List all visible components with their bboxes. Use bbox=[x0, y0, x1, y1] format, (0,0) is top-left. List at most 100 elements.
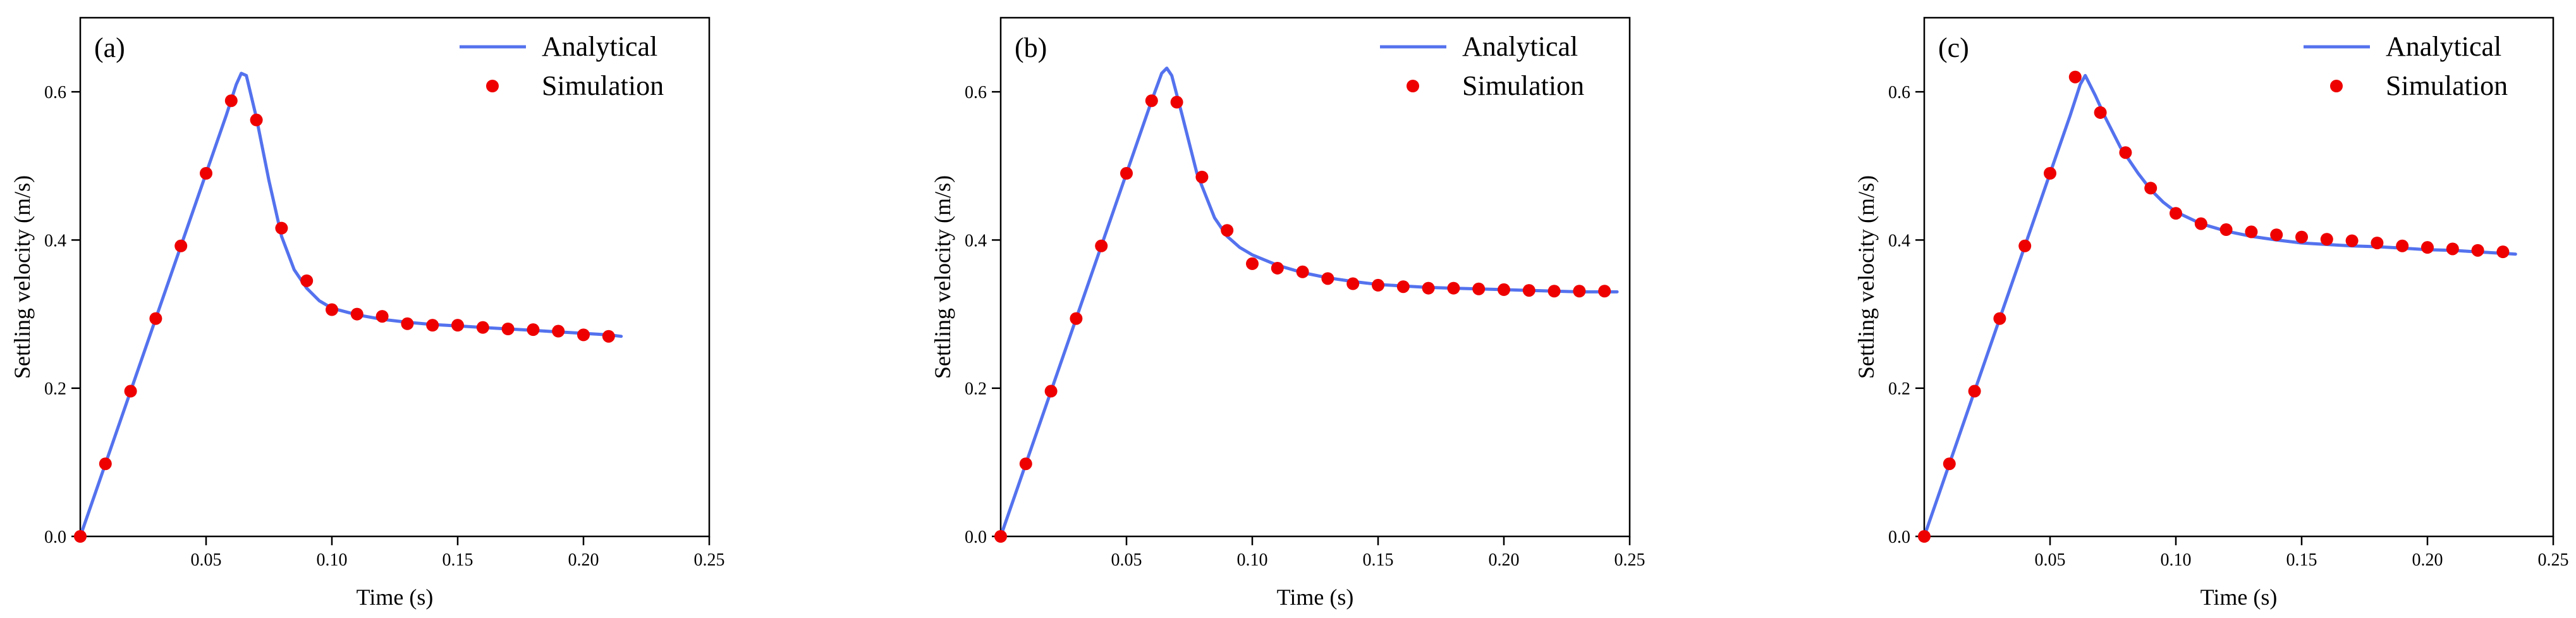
simulation-point bbox=[99, 457, 112, 471]
x-axis-title: Time (s) bbox=[1277, 584, 1354, 610]
simulation-point bbox=[124, 385, 137, 398]
simulation-point bbox=[149, 312, 162, 325]
y-tick-label: 0.2 bbox=[1888, 380, 1910, 399]
simulation-point bbox=[1498, 283, 1510, 296]
legend-entry-analytical: Analytical bbox=[1462, 31, 1578, 62]
chart-panel-2: 0.05 0.10 0.15 0.20 0.25 0.0 0.2 0.4 0.6 Time (s)… bbox=[930, 16, 1645, 610]
y-tick-label: 0.6 bbox=[44, 83, 66, 102]
plot-frame bbox=[1923, 16, 2555, 538]
simulation-point bbox=[74, 530, 87, 543]
y-tick-label: 0.0 bbox=[44, 528, 66, 547]
simulation-point bbox=[1547, 285, 1561, 298]
y-tick-label: 0.4 bbox=[44, 231, 66, 250]
x-tick-label: 0.05 bbox=[2035, 550, 2066, 570]
simulation-point bbox=[2018, 239, 2032, 252]
simulation-point bbox=[476, 321, 489, 334]
simulation-point bbox=[1019, 457, 1032, 471]
x-tick-label: 0.10 bbox=[2161, 550, 2192, 570]
legend-marker-swatch bbox=[1407, 80, 1419, 92]
simulation-point bbox=[2496, 245, 2510, 259]
panel-label: (b) bbox=[1015, 32, 1047, 63]
chart-panel-1: 0.05 0.10 0.15 0.20 0.25 0.0 0.2 0.4 0.6 Time (s)… bbox=[9, 16, 725, 610]
simulation-point bbox=[1044, 385, 1058, 398]
y-tick-label: 0.4 bbox=[965, 231, 987, 250]
simulation-point bbox=[326, 303, 338, 316]
analytical-line bbox=[999, 66, 1619, 538]
x-axis-title: Time (s) bbox=[357, 584, 434, 610]
y-tick-label: 0.0 bbox=[1888, 528, 1910, 547]
simulation-point bbox=[275, 221, 288, 235]
x-tick-label: 0.20 bbox=[568, 550, 599, 570]
simulation-point bbox=[1346, 277, 1360, 290]
simulation-point bbox=[1170, 96, 1183, 109]
legend-entry-analytical: Analytical bbox=[2386, 31, 2501, 62]
legend-marker-swatch bbox=[2330, 80, 2343, 92]
x-tick-label: 0.05 bbox=[1111, 550, 1142, 570]
simulation-point bbox=[2170, 207, 2182, 220]
simulation-point bbox=[1246, 257, 1259, 270]
simulation-point bbox=[2421, 241, 2434, 254]
legend-marker-swatch bbox=[486, 80, 499, 92]
simulation-point bbox=[602, 330, 615, 343]
simulation-point bbox=[2471, 244, 2484, 257]
y-axis-title: Settling velocity (m/s) bbox=[930, 175, 955, 379]
y-axis-title: Settling velocity (m/s) bbox=[9, 175, 35, 379]
simulation-point bbox=[527, 323, 540, 337]
legend-entry-simulation: Simulation bbox=[2386, 70, 2508, 101]
simulation-point bbox=[2245, 225, 2258, 238]
simulation-point bbox=[1598, 285, 1611, 298]
simulation-point bbox=[2320, 233, 2333, 246]
simulation-point bbox=[2219, 223, 2233, 237]
simulation-point bbox=[994, 530, 1007, 543]
x-tick-label: 0.25 bbox=[1615, 550, 1645, 570]
simulation-point bbox=[174, 239, 188, 252]
simulation-point bbox=[501, 323, 515, 335]
simulation-point bbox=[577, 328, 590, 342]
x-tick-label: 0.15 bbox=[443, 550, 473, 570]
simulation-point bbox=[1120, 167, 1133, 180]
legend-entry-analytical: Analytical bbox=[542, 31, 657, 62]
simulation-point bbox=[1095, 239, 1108, 252]
panel-label: (c) bbox=[1938, 32, 1969, 63]
simulation-point bbox=[401, 317, 414, 330]
simulation-point bbox=[426, 319, 439, 332]
analytical-line bbox=[1922, 73, 2517, 538]
y-tick-label: 0.2 bbox=[44, 380, 66, 399]
simulation-point bbox=[1396, 280, 1410, 294]
simulation-point bbox=[224, 94, 238, 108]
simulation-point bbox=[2194, 217, 2207, 230]
simulation-point bbox=[451, 319, 464, 332]
simulation-point bbox=[1271, 261, 1284, 275]
simulation-point bbox=[1321, 272, 1334, 285]
panel-label: (a) bbox=[94, 32, 125, 63]
simulation-point bbox=[2396, 239, 2409, 252]
x-tick-label: 0.15 bbox=[1363, 550, 1394, 570]
simulation-point bbox=[2446, 242, 2459, 256]
x-tick-label: 0.20 bbox=[1489, 550, 1520, 570]
simulation-point bbox=[1573, 285, 1586, 298]
simulation-point bbox=[1422, 281, 1435, 295]
simulation-point bbox=[2044, 167, 2056, 180]
legend-entry-simulation: Simulation bbox=[1462, 70, 1584, 101]
x-axis-title: Time (s) bbox=[2201, 584, 2278, 610]
simulation-point bbox=[552, 324, 565, 338]
simulation-point bbox=[1472, 282, 1486, 295]
simulation-point bbox=[1968, 385, 1981, 398]
analytical-line bbox=[78, 71, 623, 538]
simulation-point bbox=[1522, 284, 1535, 297]
simulation-point bbox=[2119, 146, 2132, 159]
y-tick-label: 0.0 bbox=[965, 528, 987, 547]
simulation-point bbox=[2068, 70, 2082, 83]
plot-frame bbox=[79, 16, 711, 538]
simulation-point bbox=[2345, 234, 2359, 247]
simulation-point bbox=[1372, 278, 1384, 292]
simulation-point bbox=[1195, 170, 1209, 183]
simulation-point bbox=[300, 274, 314, 287]
x-tick-label: 0.25 bbox=[2538, 550, 2569, 570]
y-tick-label: 0.4 bbox=[1888, 231, 1910, 250]
simulation-point bbox=[250, 113, 263, 127]
simulation-point bbox=[2295, 230, 2308, 244]
x-tick-label: 0.25 bbox=[694, 550, 725, 570]
simulation-point bbox=[1447, 281, 1460, 295]
